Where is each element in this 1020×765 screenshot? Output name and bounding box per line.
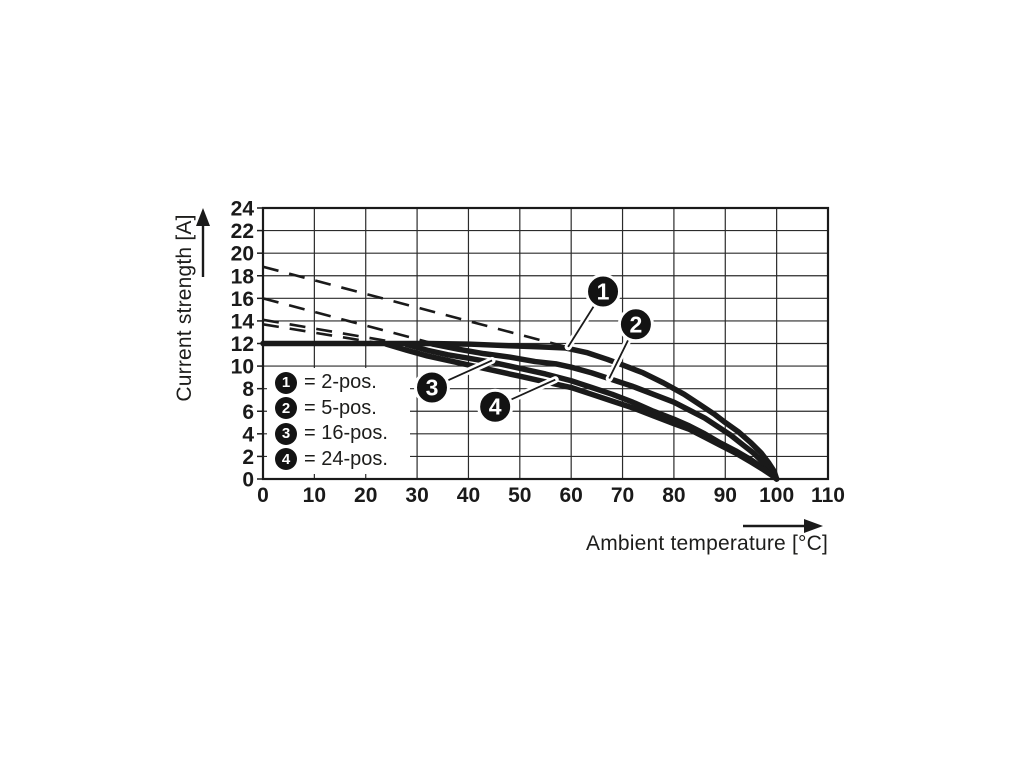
legend-item-2pos: 1 = 2-pos. xyxy=(275,371,410,395)
y-tick-label: 2 xyxy=(242,446,254,469)
curve-1-badge-icon: 1 xyxy=(275,371,297,394)
x-tick-label: 30 xyxy=(405,484,428,507)
legend-item-5pos: 2 = 5-pos. xyxy=(275,396,410,420)
legend-item-16pos: 3 = 16-pos. xyxy=(275,422,410,446)
x-tick-label: 70 xyxy=(611,484,634,507)
x-tick-label: 40 xyxy=(457,484,480,507)
x-tick-label: 100 xyxy=(759,484,794,507)
x-tick-label: 110 xyxy=(811,484,845,507)
x-axis-title: Ambient temperature [°C] xyxy=(586,532,828,555)
y-tick-label: 4 xyxy=(242,423,254,446)
y-tick-label: 24 xyxy=(231,198,255,221)
x-tick-label: 0 xyxy=(257,484,269,507)
x-tick-label: 50 xyxy=(508,484,531,507)
legend-label: = 24-pos. xyxy=(304,447,388,470)
x-tick-label: 80 xyxy=(662,484,685,507)
callout-number-2: 2 xyxy=(630,311,643,337)
y-tick-label: 0 xyxy=(242,469,254,492)
derating-curve xyxy=(260,340,780,482)
x-tick-label: 60 xyxy=(560,484,583,507)
x-tick-label: 10 xyxy=(303,484,326,507)
callout-circle-3 xyxy=(413,369,450,406)
y-tick-label: 18 xyxy=(231,265,255,288)
y-tick-label: 22 xyxy=(231,220,254,243)
y-tick-label: 6 xyxy=(242,401,254,424)
curve-2-badge-icon: 2 xyxy=(275,397,297,420)
y-tick-label: 16 xyxy=(231,288,254,311)
callout-circle-2 xyxy=(617,306,654,343)
x-tick-label: 20 xyxy=(354,484,377,507)
y-axis-arrow-icon xyxy=(196,208,210,226)
legend-label: = 2-pos. xyxy=(304,371,377,394)
callout-number-1: 1 xyxy=(597,279,610,305)
y-tick-label: 12 xyxy=(231,333,254,356)
derating-dashed-line xyxy=(262,265,567,349)
curve-3-badge-icon: 3 xyxy=(275,422,297,445)
derating-dashed-line xyxy=(262,297,438,346)
callout-circle-1 xyxy=(585,273,622,310)
plot-border xyxy=(261,206,830,481)
x-tick-label: 90 xyxy=(714,484,737,507)
y-tick-label: 8 xyxy=(242,378,254,401)
legend-label: = 5-pos. xyxy=(304,396,377,419)
legend-item-24pos: 4 = 24-pos. xyxy=(275,447,410,471)
callout-number-3: 3 xyxy=(426,375,439,401)
derating-curve xyxy=(429,341,780,482)
y-tick-label: 10 xyxy=(231,356,254,379)
x-axis-arrow-icon xyxy=(804,519,823,533)
y-axis-title: Current strength [A] xyxy=(173,214,196,402)
y-tick-label: 20 xyxy=(231,243,254,266)
callout-number-4: 4 xyxy=(489,394,502,420)
chart-legend: 1 = 2-pos. 2 = 5-pos. 3 = 16-pos. 4 = 24… xyxy=(267,368,410,474)
curve-4-badge-icon: 4 xyxy=(275,448,297,471)
legend-label: = 16-pos. xyxy=(304,422,388,445)
derating-curve xyxy=(383,341,780,482)
callout-circle-4 xyxy=(477,388,514,425)
y-tick-label: 14 xyxy=(231,310,255,333)
